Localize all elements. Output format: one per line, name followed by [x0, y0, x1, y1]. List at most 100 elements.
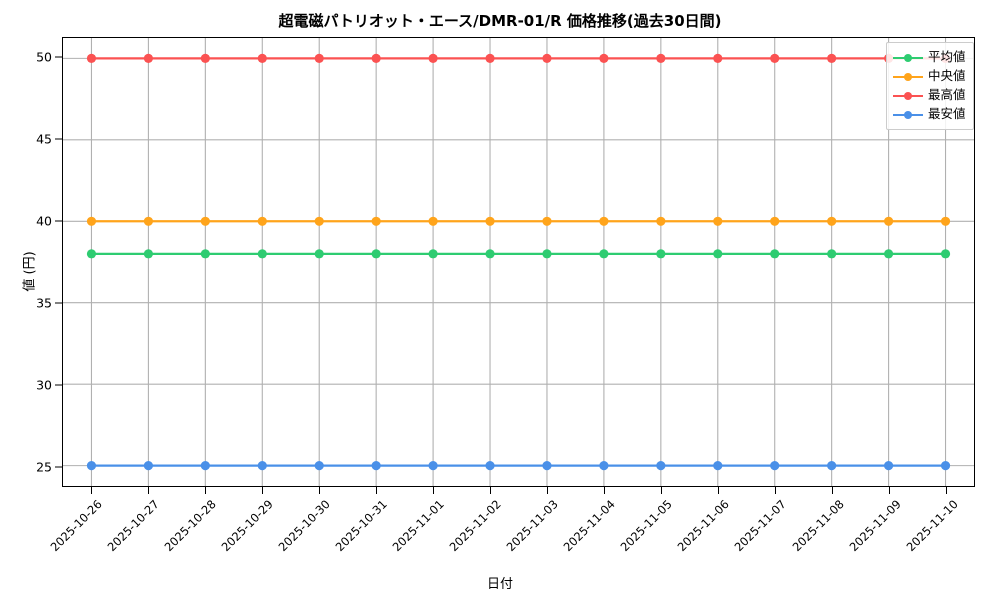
data-point: [940, 216, 951, 226]
data-point: [884, 216, 894, 226]
legend-item-2[interactable]: 最高値: [893, 86, 966, 105]
data-point: [428, 53, 438, 63]
legend-item-0[interactable]: 平均値: [893, 48, 966, 67]
data-point: [200, 249, 210, 259]
data-point: [542, 53, 552, 63]
data-point: [485, 461, 495, 471]
data-point: [371, 216, 381, 226]
data-point: [656, 461, 666, 471]
legend-swatch-icon: [893, 51, 923, 65]
y-tick-label: 30: [36, 377, 52, 393]
data-point: [143, 216, 153, 226]
data-point: [656, 216, 666, 226]
data-point: [257, 249, 267, 259]
x-tick-mark: [775, 487, 777, 494]
data-point: [257, 53, 267, 63]
x-tick-mark: [661, 487, 663, 494]
data-point: [428, 216, 438, 226]
plot-area: [62, 37, 975, 487]
data-point: [143, 461, 153, 471]
data-point: [314, 461, 324, 471]
x-tick-mark: [489, 487, 491, 494]
data-point: [428, 461, 438, 471]
x-tick-mark: [147, 487, 149, 494]
data-point: [86, 249, 97, 259]
legend-item-3[interactable]: 最安値: [893, 105, 966, 124]
chart-title: 超電磁パトリオット・エース/DMR-01/R 価格推移(過去30日間): [278, 12, 722, 30]
y-tick-label: 35: [36, 295, 52, 311]
data-point: [314, 249, 324, 259]
y-axis-tick-labels: 25 30 35 40 45 50: [0, 37, 52, 487]
data-point: [200, 216, 210, 226]
x-tick-mark: [718, 487, 720, 494]
data-point: [143, 249, 153, 259]
y-tick-mark: [55, 138, 62, 140]
legend-label: 平均値: [928, 49, 966, 65]
series-layer: [86, 53, 951, 471]
data-point: [200, 53, 210, 63]
x-tick-mark: [889, 487, 891, 494]
data-point: [257, 461, 267, 471]
y-tick-mark: [55, 56, 62, 58]
data-point: [86, 53, 97, 63]
y-tick-mark: [55, 466, 62, 468]
y-tick-label: 25: [36, 459, 52, 475]
data-point: [542, 249, 552, 259]
chart-legend: 平均値中央値最高値最安値: [886, 42, 974, 130]
data-point: [86, 461, 97, 471]
legend-label: 最高値: [928, 87, 966, 103]
data-point: [827, 216, 837, 226]
data-point: [713, 216, 723, 226]
data-point: [940, 461, 951, 471]
x-tick-mark: [90, 487, 92, 494]
data-point: [314, 216, 324, 226]
data-point: [257, 216, 267, 226]
data-point: [485, 249, 495, 259]
x-tick-mark: [375, 487, 377, 494]
x-tick-mark: [318, 487, 320, 494]
legend-swatch-icon: [893, 70, 923, 84]
data-point: [371, 53, 381, 63]
data-point: [656, 249, 666, 259]
data-point: [827, 53, 837, 63]
y-tick-label: 40: [36, 213, 52, 229]
legend-swatch-icon: [893, 108, 923, 122]
data-point: [599, 249, 609, 259]
x-tick-mark: [832, 487, 834, 494]
y-tick-mark: [55, 302, 62, 304]
y-tick-mark: [55, 384, 62, 386]
data-point: [599, 216, 609, 226]
data-point: [884, 461, 894, 471]
data-point: [200, 461, 210, 471]
data-point: [371, 461, 381, 471]
data-point: [770, 53, 780, 63]
data-point: [314, 53, 324, 63]
data-point: [86, 216, 97, 226]
data-point: [143, 53, 153, 63]
data-point: [428, 249, 438, 259]
legend-label: 中央値: [928, 68, 966, 84]
data-point: [485, 216, 495, 226]
data-point: [827, 249, 837, 259]
legend-label: 最安値: [928, 106, 966, 122]
y-tick-label: 50: [36, 49, 52, 65]
data-point: [770, 461, 780, 471]
x-tick-mark: [204, 487, 206, 494]
data-point: [884, 249, 894, 259]
legend-item-1[interactable]: 中央値: [893, 67, 966, 86]
data-point: [827, 461, 837, 471]
data-point: [485, 53, 495, 63]
data-point: [770, 216, 780, 226]
x-tick-mark: [946, 487, 948, 494]
legend-swatch-icon: [893, 89, 923, 103]
x-tick-mark: [432, 487, 434, 494]
data-point: [940, 249, 951, 259]
x-tick-mark: [604, 487, 606, 494]
data-point: [656, 53, 666, 63]
data-point: [542, 461, 552, 471]
data-point: [371, 249, 381, 259]
data-point: [713, 461, 723, 471]
data-point: [770, 249, 780, 259]
y-tick-mark: [55, 220, 62, 222]
